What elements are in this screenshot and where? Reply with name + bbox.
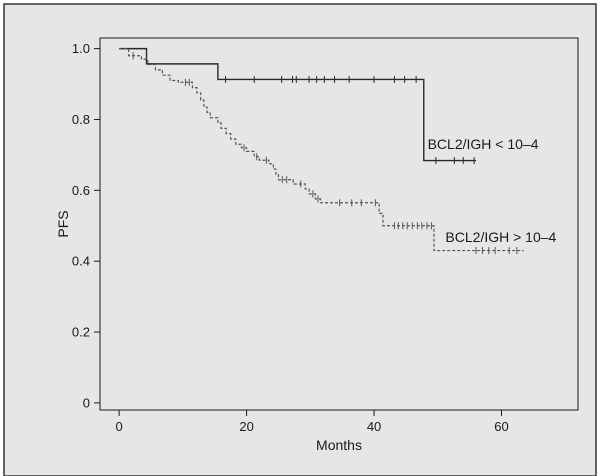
x-tick-label: 20: [239, 419, 253, 434]
series-line: [119, 47, 477, 162]
y-axis-title: PFS: [55, 210, 71, 237]
series-label-low: BCL2/IGH < 10–4: [428, 136, 539, 152]
x-tick-label: 60: [494, 419, 508, 434]
series-high: [119, 48, 524, 255]
y-tick-label: 1.0: [72, 41, 90, 56]
y-tick-label: 0.6: [72, 183, 90, 198]
y-tick-label: 0.2: [72, 325, 90, 340]
series-label-high: BCL2/IGH > 10–4: [445, 229, 556, 245]
series-layer: [119, 47, 524, 255]
y-tick-label: 0: [83, 395, 90, 410]
series-line: [119, 48, 524, 252]
x-tick-label: 40: [367, 419, 381, 434]
x-tick-label: 0: [116, 419, 123, 434]
series-low: [119, 47, 477, 165]
y-tick-label: 0.4: [72, 254, 90, 269]
x-axis-title: Months: [316, 437, 362, 453]
annotation-layer: BCL2/IGH < 10–4 BCL2/IGH > 10–4: [428, 136, 557, 245]
axes: 0 20 40 60 0 0.2 0.4 0.6 0.8 1.0: [72, 41, 509, 434]
y-tick-label: 0.8: [72, 112, 90, 127]
plot-area: [99, 37, 579, 411]
